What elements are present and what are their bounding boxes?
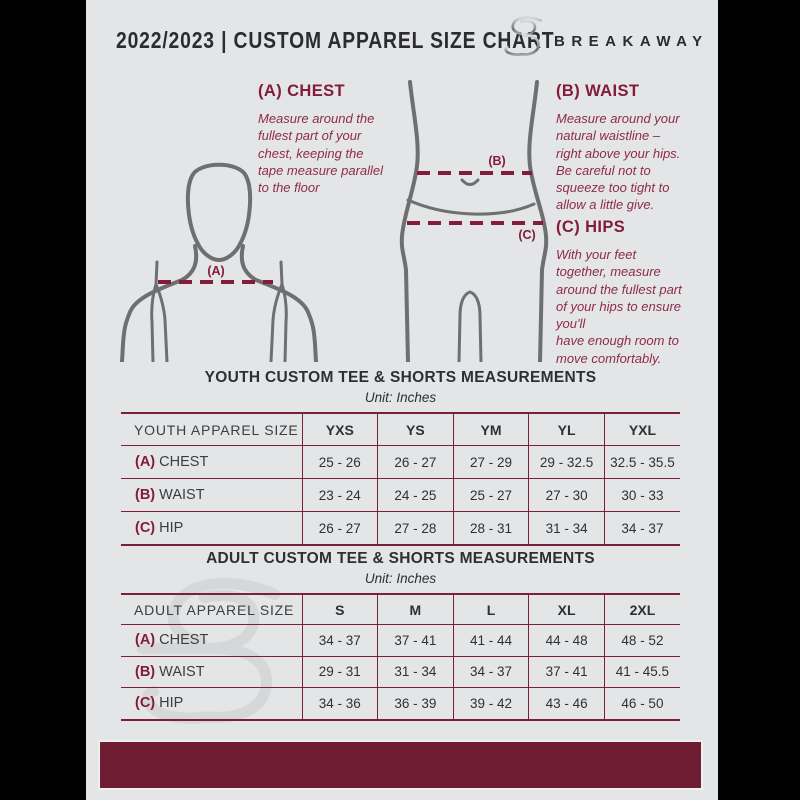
marker-c-label: (C) bbox=[518, 228, 535, 242]
lower-body-figure-icon bbox=[399, 80, 549, 362]
size-range-cell: 44 - 48 bbox=[528, 624, 605, 656]
youth-table-header-row: YOUTH APPAREL SIZE YXS YS YM YL YXL bbox=[121, 412, 680, 446]
youth-size-section: YOUTH CUSTOM TEE & SHORTS MEASUREMENTS U… bbox=[121, 369, 680, 546]
marker-b-label: (B) bbox=[488, 154, 505, 168]
table-row: (A) CHEST 25 - 26 26 - 27 27 - 29 29 - 32.5 3… bbox=[121, 445, 680, 479]
youth-row-label: (A) CHEST bbox=[121, 445, 302, 479]
youth-size-col-3: YM bbox=[452, 412, 529, 446]
chest-guide-body: Measure around the fullest part of your … bbox=[258, 111, 384, 196]
size-range-cell: 27 - 30 bbox=[528, 478, 605, 512]
waist-guide-heading: (B) WAIST bbox=[556, 82, 640, 100]
size-range-cell: 34 - 37 bbox=[452, 655, 529, 688]
youth-row-label: (B) WAIST bbox=[121, 478, 302, 512]
table-row: (C) HIP 26 - 27 27 - 28 28 - 31 31 - 34 34 - … bbox=[121, 511, 680, 545]
size-range-cell: 41 - 44 bbox=[452, 624, 529, 656]
row-marker: (B) bbox=[135, 663, 156, 680]
row-marker: (C) bbox=[135, 520, 156, 536]
row-measure-name: CHEST bbox=[159, 454, 209, 470]
adult-size-col-3: L bbox=[452, 593, 529, 625]
size-range-cell: 23 - 24 bbox=[301, 478, 378, 512]
size-chart-page: 2022/2023 | CUSTOM APPAREL SIZE CHART BR… bbox=[86, 0, 718, 800]
adult-size-col-4: XL bbox=[528, 593, 605, 625]
chest-guide: (A) CHEST Measure around the fullest par… bbox=[258, 82, 398, 196]
size-range-cell: 41 - 45.5 bbox=[603, 655, 680, 688]
youth-header-label: YOUTH APPAREL SIZE bbox=[121, 412, 302, 446]
size-range-cell: 34 - 37 bbox=[603, 511, 680, 545]
upper-body-figure-icon bbox=[120, 162, 318, 362]
adult-size-col-2: M bbox=[377, 593, 454, 625]
row-marker: (C) bbox=[135, 695, 156, 712]
table-row: (A) CHEST 34 - 37 37 - 41 41 - 44 44 - 48 48 … bbox=[121, 624, 680, 656]
adult-size-table: ADULT APPAREL SIZE S M L XL 2XL (A) CHEST 34 -… bbox=[121, 593, 680, 721]
size-range-cell: 32.5 - 35.5 bbox=[603, 445, 680, 479]
size-range-cell: 25 - 27 bbox=[452, 478, 529, 512]
youth-size-col-4: YL bbox=[528, 412, 605, 446]
row-measure-name: WAIST bbox=[159, 487, 205, 503]
adult-table-title: ADULT CUSTOM TEE & SHORTS MEASUREMENTS bbox=[206, 550, 595, 567]
youth-row-label: (C) HIP bbox=[121, 511, 302, 545]
size-range-cell: 37 - 41 bbox=[528, 655, 605, 688]
size-range-cell: 43 - 46 bbox=[528, 687, 605, 720]
row-marker: (A) bbox=[135, 632, 156, 649]
size-range-cell: 29 - 32.5 bbox=[528, 445, 605, 479]
adult-row-label: (C) HIP bbox=[121, 687, 302, 720]
youth-size-col-2: YS bbox=[377, 412, 454, 446]
chest-guide-heading: (A) CHEST bbox=[258, 82, 346, 100]
size-range-cell: 30 - 33 bbox=[603, 478, 680, 512]
size-range-cell: 26 - 27 bbox=[377, 445, 454, 479]
footer-accent-bar bbox=[98, 740, 703, 790]
hips-guide: (C) HIPS With your feet together, measur… bbox=[556, 218, 706, 367]
adult-size-col-1: S bbox=[301, 593, 378, 625]
size-range-cell: 34 - 36 bbox=[301, 687, 378, 720]
size-range-cell: 37 - 41 bbox=[377, 624, 454, 656]
row-marker: (A) bbox=[135, 454, 156, 470]
size-range-cell: 28 - 31 bbox=[452, 511, 529, 545]
size-range-cell: 34 - 37 bbox=[301, 624, 378, 656]
table-row: (B) WAIST 23 - 24 24 - 25 25 - 27 27 - 30 30 … bbox=[121, 478, 680, 512]
youth-table-unit: Unit: Inches bbox=[364, 390, 437, 405]
marker-a-label: (A) bbox=[207, 264, 224, 278]
adult-size-col-5: 2XL bbox=[603, 593, 680, 625]
measurement-diagrams: (A) (B) (C) bbox=[120, 80, 549, 362]
breakaway-logo-icon bbox=[502, 16, 543, 56]
size-range-cell: 36 - 39 bbox=[377, 687, 454, 720]
adult-header-label: ADULT APPAREL SIZE bbox=[121, 593, 302, 625]
size-range-cell: 29 - 31 bbox=[301, 655, 378, 688]
size-range-cell: 25 - 26 bbox=[301, 445, 378, 479]
size-range-cell: 31 - 34 bbox=[377, 655, 454, 688]
size-range-cell: 26 - 27 bbox=[301, 511, 378, 545]
row-marker: (B) bbox=[135, 487, 156, 503]
table-row: (C) HIP 34 - 36 36 - 39 39 - 42 43 - 46 46 - … bbox=[121, 687, 680, 720]
table-row: (B) WAIST 29 - 31 31 - 34 34 - 37 37 - 41 41 … bbox=[121, 655, 680, 688]
adult-size-section: ADULT CUSTOM TEE & SHORTS MEASUREMENTS U… bbox=[121, 550, 680, 721]
size-range-cell: 27 - 28 bbox=[377, 511, 454, 545]
page-title: 2022/2023 | CUSTOM APPAREL SIZE CHART bbox=[116, 27, 555, 53]
size-range-cell: 46 - 50 bbox=[603, 687, 680, 720]
waist-guide: (B) WAIST Measure around your natural wa… bbox=[556, 82, 706, 214]
youth-size-col-5: YXL bbox=[603, 412, 680, 446]
size-range-cell: 48 - 52 bbox=[603, 624, 680, 656]
row-measure-name: HIP bbox=[159, 520, 184, 536]
youth-table-title: YOUTH CUSTOM TEE & SHORTS MEASUREMENTS bbox=[204, 369, 597, 386]
adult-table-unit: Unit: Inches bbox=[364, 571, 437, 586]
size-range-cell: 39 - 42 bbox=[452, 687, 529, 720]
hips-guide-heading: (C) HIPS bbox=[556, 218, 626, 236]
brand-wordmark: BREAKAWAY bbox=[554, 33, 709, 50]
adult-row-label: (A) CHEST bbox=[121, 624, 302, 656]
row-measure-name: HIP bbox=[159, 695, 184, 712]
youth-size-col-1: YXS bbox=[301, 412, 378, 446]
waist-guide-body: Measure around your natural waistline – … bbox=[556, 111, 681, 213]
row-measure-name: WAIST bbox=[159, 663, 205, 680]
adult-row-label: (B) WAIST bbox=[121, 655, 302, 688]
adult-table-header-row: ADULT APPAREL SIZE S M L XL 2XL bbox=[121, 593, 680, 625]
youth-size-table: YOUTH APPAREL SIZE YXS YS YM YL YXL (A) CHEST… bbox=[121, 412, 680, 546]
size-range-cell: 27 - 29 bbox=[452, 445, 529, 479]
size-range-cell: 31 - 34 bbox=[528, 511, 605, 545]
size-range-cell: 24 - 25 bbox=[377, 478, 454, 512]
hips-guide-body: With your feet together, measure around … bbox=[556, 247, 682, 366]
row-measure-name: CHEST bbox=[159, 632, 209, 649]
